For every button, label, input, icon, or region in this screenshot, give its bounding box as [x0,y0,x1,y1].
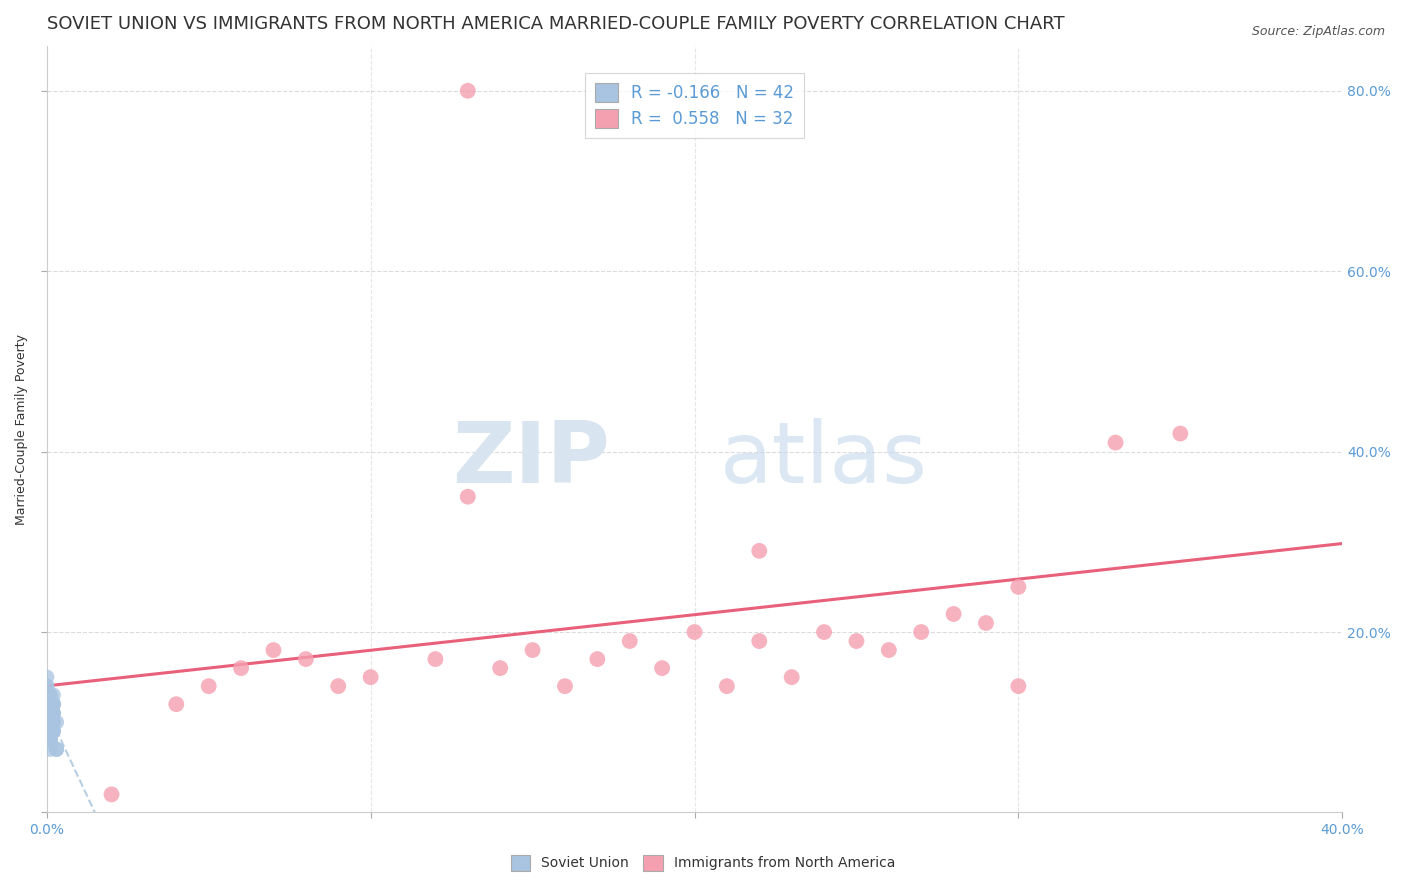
Point [42,715,65,730]
Point [42,706,65,721]
Point [42,688,65,702]
Point [39,715,62,730]
Point [35,679,58,693]
Point [457,84,479,98]
Point [197,679,219,693]
Y-axis label: Married-Couple Family Poverty: Married-Couple Family Poverty [15,334,28,524]
Point [39,697,62,711]
Point [683,625,706,640]
Point [748,634,770,648]
Point [100,788,122,802]
Point [489,661,512,675]
Point [425,652,447,666]
Point [42,706,65,721]
Point [39,724,62,739]
Point [360,670,382,684]
Point [1007,679,1029,693]
Point [39,733,62,747]
Legend: R = -0.166   N = 42, R =  0.558   N = 32: R = -0.166 N = 42, R = 0.558 N = 32 [585,73,804,138]
Point [39,706,62,721]
Text: SOVIET UNION VS IMMIGRANTS FROM NORTH AMERICA MARRIED-COUPLE FAMILY POVERTY CORR: SOVIET UNION VS IMMIGRANTS FROM NORTH AM… [46,15,1064,33]
Point [42,724,65,739]
Point [586,652,609,666]
Text: atlas: atlas [720,418,928,501]
Point [974,615,997,630]
Point [35,724,58,739]
Point [813,625,835,640]
Legend: Soviet Union, Immigrants from North America: Soviet Union, Immigrants from North Amer… [505,849,901,876]
Point [295,652,318,666]
Point [39,697,62,711]
Point [651,661,673,675]
Point [1007,580,1029,594]
Point [877,643,900,657]
Point [42,715,65,730]
Point [780,670,803,684]
Point [39,733,62,747]
Point [554,679,576,693]
Point [1168,426,1191,441]
Point [42,715,65,730]
Point [45,715,67,730]
Point [39,715,62,730]
Point [716,679,738,693]
Point [229,661,252,675]
Point [35,679,58,693]
Point [39,697,62,711]
Point [39,715,62,730]
Point [42,697,65,711]
Point [42,697,65,711]
Point [39,688,62,702]
Point [619,634,641,648]
Point [457,490,479,504]
Point [39,733,62,747]
Point [328,679,350,693]
Text: ZIP: ZIP [453,418,610,501]
Point [42,724,65,739]
Point [748,544,770,558]
Point [39,733,62,747]
Point [35,670,58,684]
Point [39,706,62,721]
Point [42,697,65,711]
Point [42,724,65,739]
Point [39,724,62,739]
Point [45,742,67,756]
Point [42,697,65,711]
Point [39,733,62,747]
Point [42,706,65,721]
Point [45,742,67,756]
Point [845,634,868,648]
Point [522,643,544,657]
Point [39,742,62,756]
Point [39,733,62,747]
Point [1104,435,1126,450]
Point [262,643,284,657]
Point [910,625,932,640]
Point [39,706,62,721]
Point [165,697,187,711]
Text: Source: ZipAtlas.com: Source: ZipAtlas.com [1251,25,1385,38]
Point [942,607,965,621]
Point [39,688,62,702]
Point [39,724,62,739]
